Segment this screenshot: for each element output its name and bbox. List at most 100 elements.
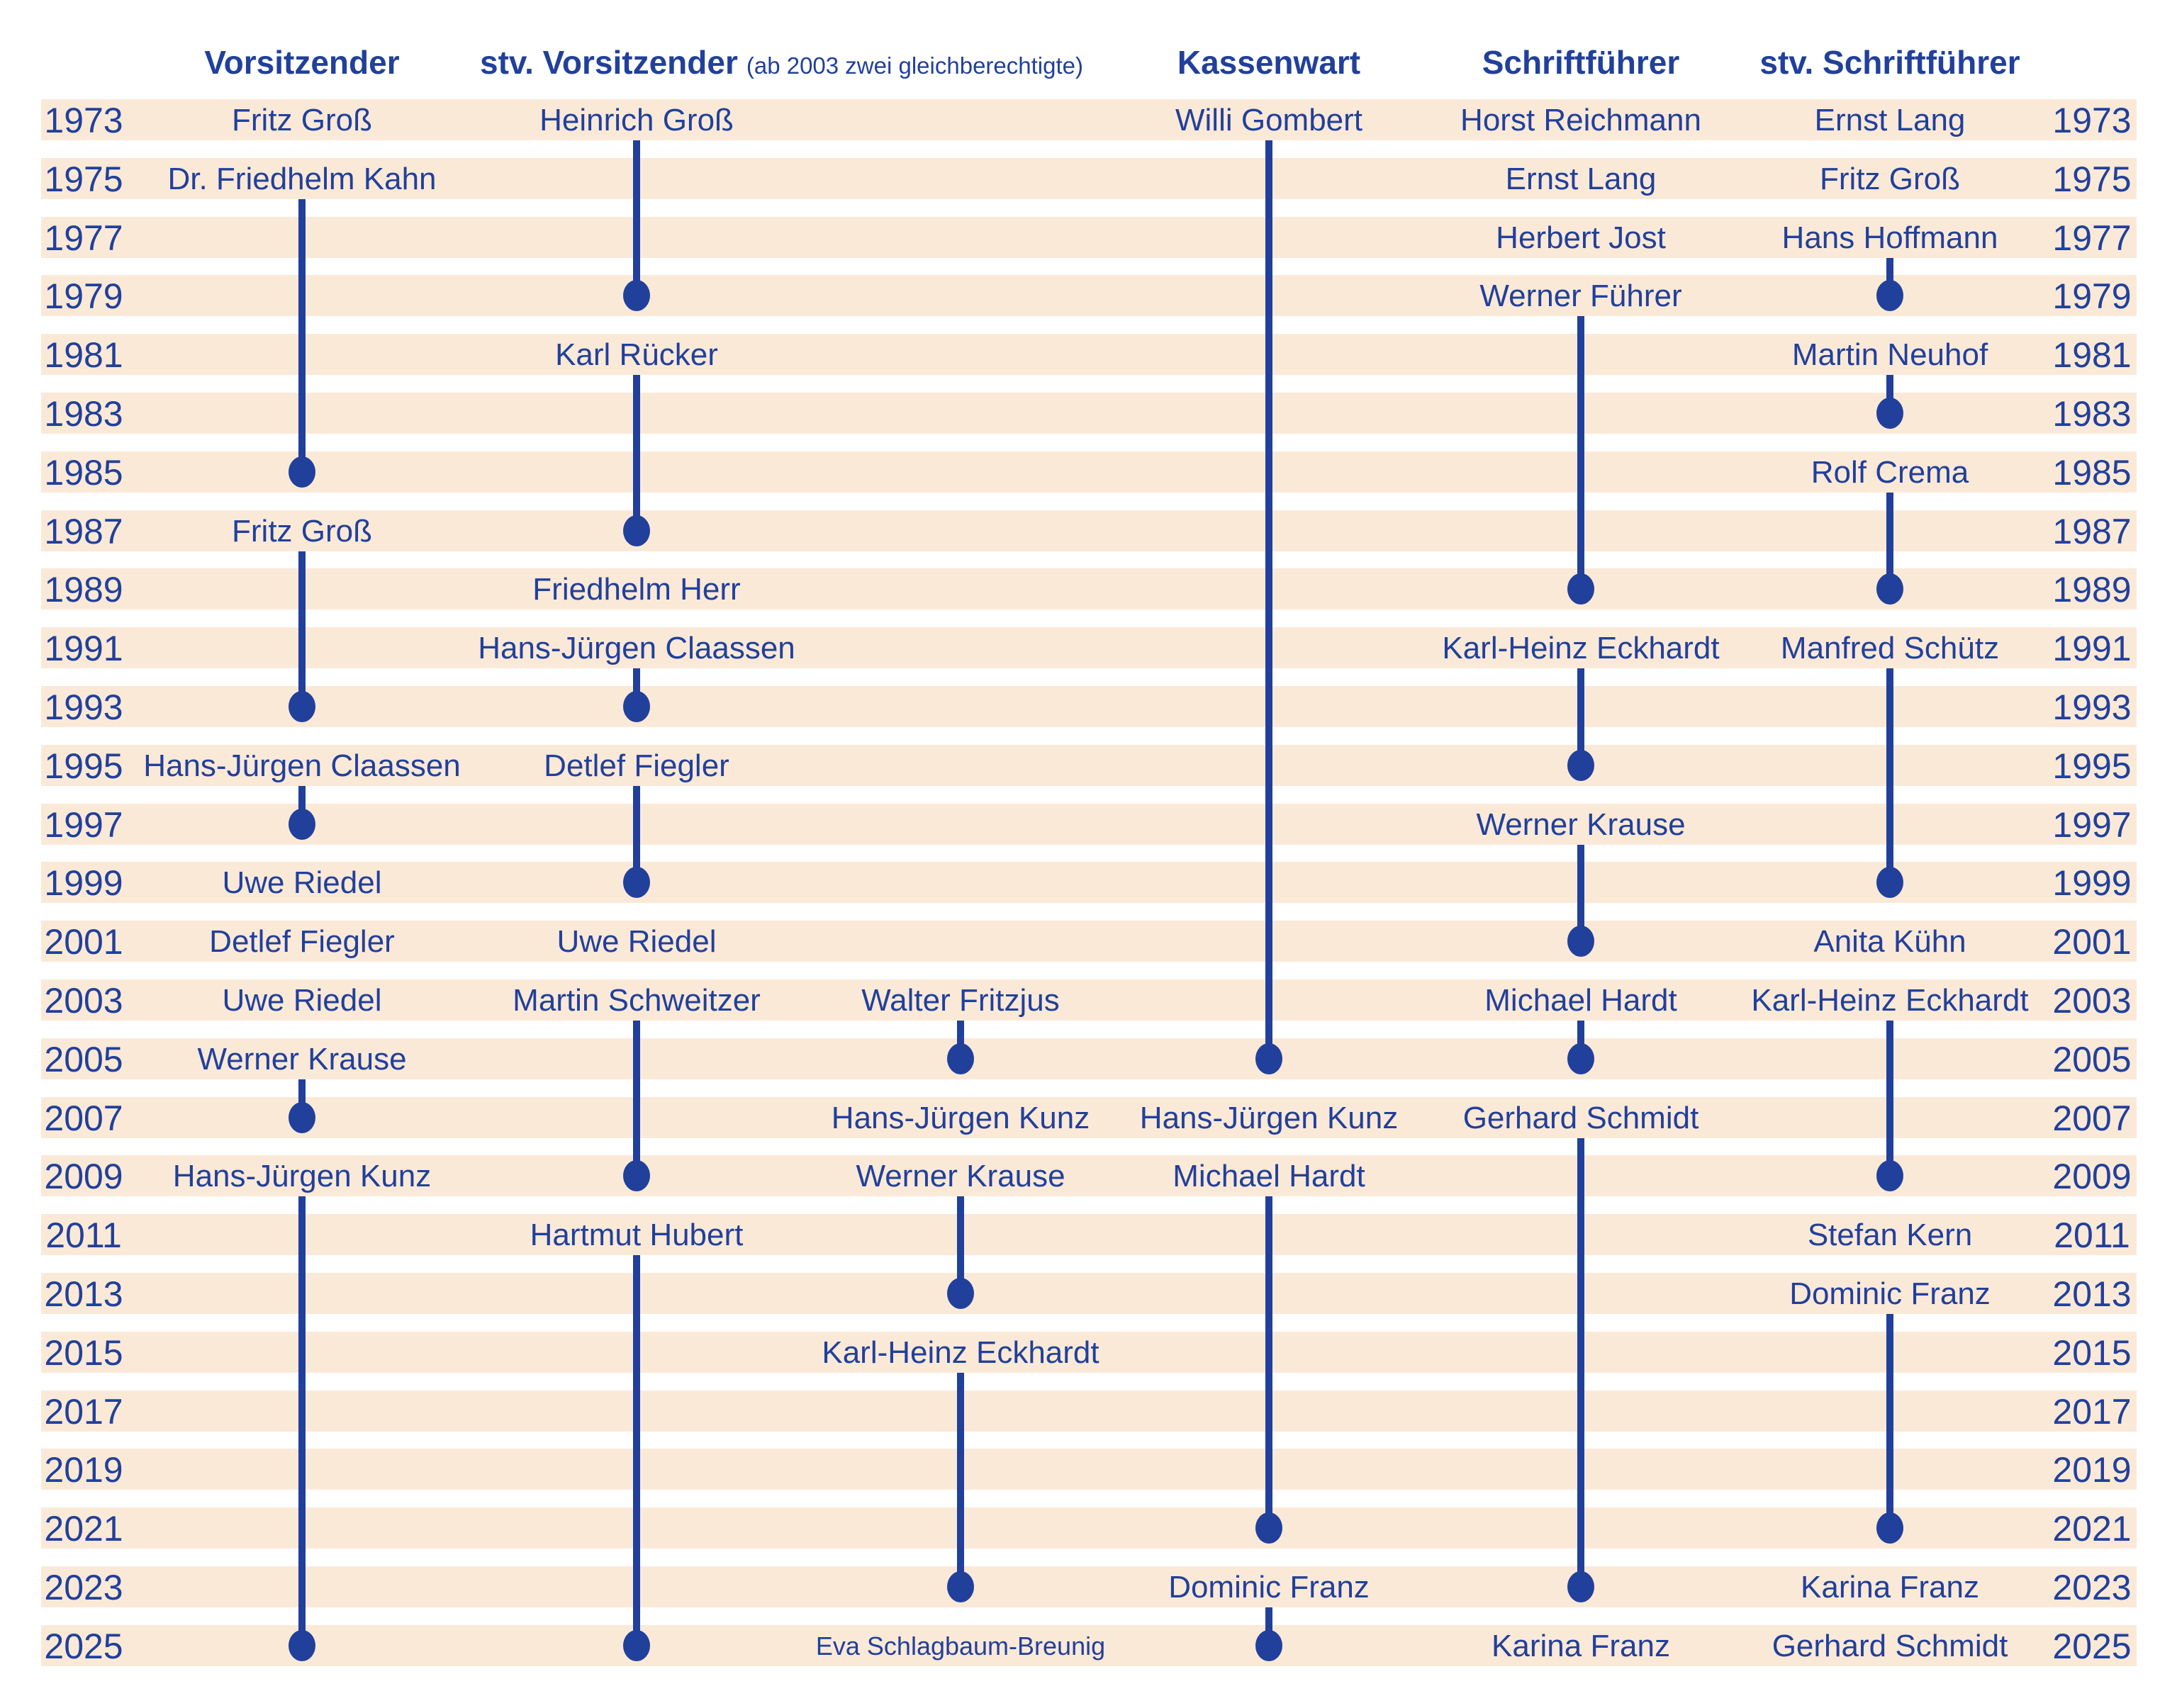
term-name: Hans-Jürgen Kunz xyxy=(831,1100,1090,1135)
tenure-end-dot xyxy=(289,1629,315,1661)
tenure-end-dot xyxy=(623,1160,650,1192)
term-name: Herbert Jost xyxy=(1496,220,1666,255)
year-label-right: 2015 xyxy=(2052,1332,2132,1373)
year-label-right: 1985 xyxy=(2052,452,2132,493)
tenure-end-dot xyxy=(1876,573,1903,605)
year-label-left: 2009 xyxy=(44,1157,123,1197)
year-label-right: 2011 xyxy=(2054,1215,2130,1256)
term-name: Uwe Riedel xyxy=(222,865,382,901)
year-label-left: 2017 xyxy=(44,1391,123,1432)
tenure-line xyxy=(633,140,640,296)
term-name: Werner Krause xyxy=(197,1041,407,1077)
term-name: Willi Gombert xyxy=(1175,103,1363,137)
term-name: Hans-Jürgen Claassen xyxy=(143,748,461,783)
term-name: Martin Neuhof xyxy=(1791,337,1988,373)
term-name: Ernst Lang xyxy=(1814,103,1966,137)
tenure-end-dot xyxy=(289,691,315,722)
term-name: Werner Führer xyxy=(1479,279,1682,314)
year-label-left: 1993 xyxy=(44,687,123,727)
year-label-right: 1997 xyxy=(2052,804,2132,845)
column-header-stv-vorsitzender: stv. Vorsitzender (ab 2003 zwei gleichber… xyxy=(480,43,1083,82)
term-name: Uwe Riedel xyxy=(222,983,382,1018)
year-label-right: 1989 xyxy=(2052,570,2132,610)
tenure-line xyxy=(957,1196,964,1293)
year-row-stripe xyxy=(41,1566,2137,1607)
tenure-end-dot xyxy=(947,1571,974,1602)
tenure-end-dot xyxy=(1255,1512,1282,1544)
tenure-line xyxy=(957,1021,964,1059)
term-name: Gerhard Schmidt xyxy=(1772,1628,2008,1663)
term-name: Detlef Fiegler xyxy=(544,748,729,783)
tenure-line xyxy=(633,1021,640,1176)
year-row-stripe xyxy=(41,1390,2137,1432)
tenure-line xyxy=(298,1079,306,1118)
tenure-line xyxy=(298,1196,306,1646)
year-row-stripe xyxy=(41,1038,2137,1079)
tenure-line xyxy=(633,1255,640,1646)
column-header-schriftfuehrer: Schriftführer xyxy=(1482,44,1680,81)
term-name: Heinrich Groß xyxy=(539,103,734,137)
column-header-vorsitzender: Vorsitzender xyxy=(204,44,400,81)
term-name: Manfred Schütz xyxy=(1780,631,2000,666)
year-label-right: 1991 xyxy=(2052,629,2132,669)
year-label-left: 1989 xyxy=(44,570,123,610)
year-label-right: 1987 xyxy=(2052,511,2132,551)
tenure-end-dot xyxy=(1255,1629,1282,1661)
term-name: Walter Fritzjus xyxy=(861,983,1060,1018)
tenure-line xyxy=(1886,1314,1893,1529)
tenure-line xyxy=(1886,257,1893,296)
term-name: Fritz Groß xyxy=(232,513,372,549)
year-label-left: 1991 xyxy=(44,629,123,669)
term-name: Horst Reichmann xyxy=(1460,103,1701,137)
term-name: Karina Franz xyxy=(1801,1570,1979,1605)
column-header-stv-schriftfuehrer: stv. Schriftführer xyxy=(1759,44,2020,81)
tenure-end-dot xyxy=(623,515,650,546)
tenure-end-dot xyxy=(1876,1160,1903,1192)
year-label-right: 2017 xyxy=(2052,1391,2132,1432)
term-name: Hans-Jürgen Claassen xyxy=(478,631,795,666)
year-row-stripe xyxy=(41,979,2137,1021)
tenure-line xyxy=(1886,492,1893,590)
year-label-right: 2005 xyxy=(2052,1039,2132,1079)
term-name: Hans-Jürgen Kunz xyxy=(172,1159,432,1194)
year-label-left: 1981 xyxy=(44,335,123,376)
tenure-end-dot xyxy=(947,1278,974,1309)
year-row-stripe xyxy=(41,1096,2137,1138)
term-name: Michael Hardt xyxy=(1173,1159,1365,1194)
year-label-left: 2007 xyxy=(44,1098,123,1138)
tenure-line xyxy=(298,785,306,824)
year-row-stripe xyxy=(41,451,2137,493)
term-name: Detlef Fiegler xyxy=(209,924,395,960)
year-label-right: 2025 xyxy=(2052,1626,2132,1666)
year-label-right: 1993 xyxy=(2052,687,2132,727)
tenure-line xyxy=(957,1372,964,1587)
year-label-left: 1979 xyxy=(44,276,123,317)
year-label-right: 2021 xyxy=(2052,1509,2132,1549)
year-label-left: 2019 xyxy=(44,1450,123,1490)
year-label-right: 2013 xyxy=(2052,1274,2132,1314)
term-name: Dominic Franz xyxy=(1789,1276,1991,1311)
year-label-right: 1973 xyxy=(2052,101,2132,140)
year-row-stripe xyxy=(41,157,2137,199)
term-name: Hans-Jürgen Kunz xyxy=(1139,1100,1399,1135)
year-row-stripe xyxy=(41,334,2137,376)
year-row-stripe xyxy=(41,99,2137,140)
tenure-end-dot xyxy=(289,808,315,840)
column-header-stv-vorsitzender-label: stv. Vorsitzender xyxy=(480,44,738,81)
tenure-line xyxy=(1265,140,1272,1059)
term-name: Gerhard Schmidt xyxy=(1462,1100,1699,1135)
year-row-stripe xyxy=(41,1449,2137,1490)
year-label-right: 1983 xyxy=(2052,394,2132,434)
tenure-end-dot xyxy=(1876,1512,1903,1544)
year-label-left: 2013 xyxy=(44,1274,123,1314)
year-row-stripe xyxy=(41,1507,2137,1549)
tenure-line xyxy=(1577,1021,1584,1059)
year-label-right: 1981 xyxy=(2052,335,2132,376)
tenure-line xyxy=(1265,1196,1272,1529)
year-label-left: 1997 xyxy=(44,804,123,845)
tenure-line xyxy=(298,551,306,707)
term-name: Fritz Groß xyxy=(1820,161,1960,196)
year-label-right: 1999 xyxy=(2052,863,2132,904)
tenure-end-dot xyxy=(1876,398,1903,429)
year-label-left: 2003 xyxy=(44,981,123,1021)
